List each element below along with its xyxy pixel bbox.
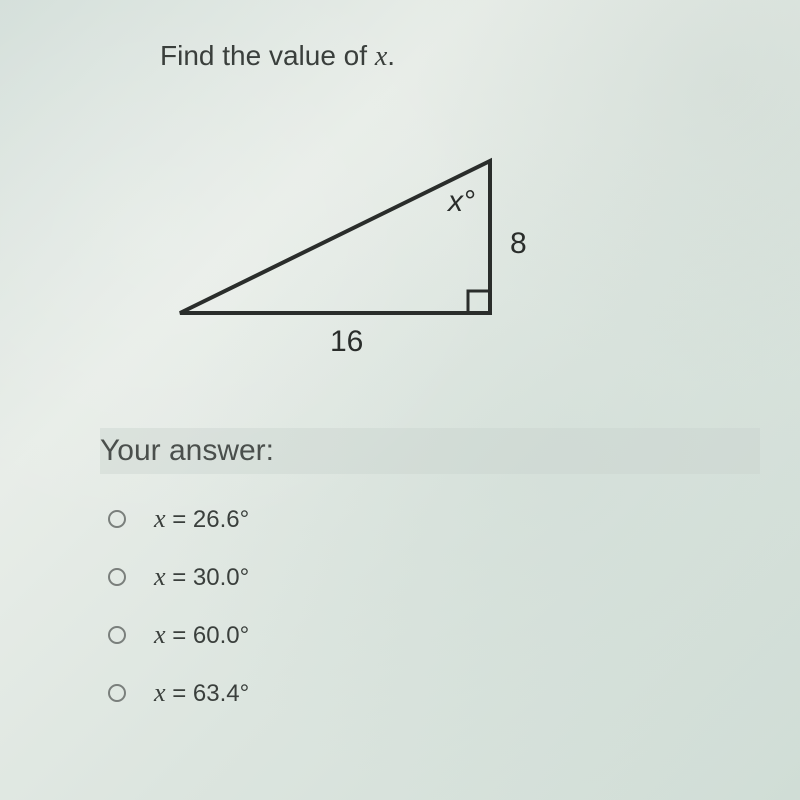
question-prefix: Find the value of <box>160 40 375 71</box>
option-text: x = 60.0° <box>154 620 249 650</box>
option-text: x = 30.0° <box>154 562 249 592</box>
option-text: x = 63.4° <box>154 678 249 708</box>
answer-option[interactable]: x = 63.4° <box>100 678 760 708</box>
angle-label: x° <box>446 185 475 218</box>
option-variable: x <box>154 562 166 591</box>
radio-icon[interactable] <box>108 684 126 702</box>
answer-option[interactable]: x = 60.0° <box>100 620 760 650</box>
option-text: x = 26.6° <box>154 504 249 534</box>
option-variable: x <box>154 620 166 649</box>
triangle-diagram: x° 8 16 <box>140 113 760 378</box>
right-angle-marker <box>468 291 490 313</box>
answer-option[interactable]: x = 26.6° <box>100 504 760 534</box>
option-value: 63.4° <box>193 680 249 707</box>
radio-icon[interactable] <box>108 568 126 586</box>
question-text: Find the value of x. <box>160 40 760 73</box>
question-suffix: . <box>387 40 395 71</box>
side-right-label: 8 <box>510 227 527 260</box>
triangle-shape <box>180 161 490 313</box>
radio-icon[interactable] <box>108 510 126 528</box>
option-variable: x <box>154 678 166 707</box>
answer-section: Your answer: x = 26.6° x = 30.0° x = 60.… <box>100 428 760 708</box>
option-value: 60.0° <box>193 622 249 649</box>
question-container: Find the value of x. x° 8 16 Your answer… <box>0 0 800 776</box>
answer-option[interactable]: x = 30.0° <box>100 562 760 592</box>
option-value: 30.0° <box>193 564 249 591</box>
answer-heading: Your answer: <box>100 428 760 474</box>
option-value: 26.6° <box>193 506 249 533</box>
triangle-svg: x° 8 16 <box>140 113 560 373</box>
option-variable: x <box>154 504 166 533</box>
question-variable: x <box>375 41 387 72</box>
side-base-label: 16 <box>330 325 363 358</box>
radio-icon[interactable] <box>108 626 126 644</box>
